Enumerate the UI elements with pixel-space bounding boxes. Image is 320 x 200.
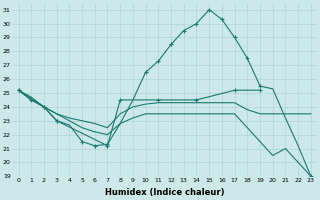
X-axis label: Humidex (Indice chaleur): Humidex (Indice chaleur): [105, 188, 224, 197]
